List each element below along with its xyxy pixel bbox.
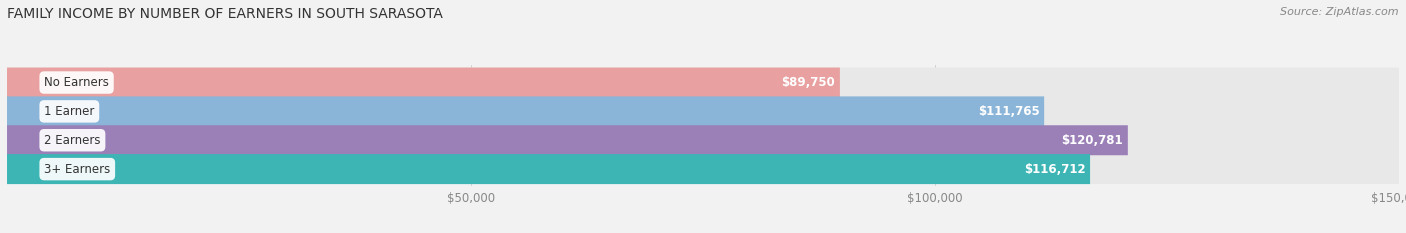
FancyBboxPatch shape xyxy=(7,154,1399,184)
Text: 2 Earners: 2 Earners xyxy=(44,134,101,147)
FancyBboxPatch shape xyxy=(7,125,1399,155)
Text: No Earners: No Earners xyxy=(44,76,110,89)
FancyBboxPatch shape xyxy=(7,68,1399,98)
FancyBboxPatch shape xyxy=(7,125,1128,155)
FancyBboxPatch shape xyxy=(7,154,1090,184)
Text: $89,750: $89,750 xyxy=(782,76,835,89)
Text: FAMILY INCOME BY NUMBER OF EARNERS IN SOUTH SARASOTA: FAMILY INCOME BY NUMBER OF EARNERS IN SO… xyxy=(7,7,443,21)
Text: $120,781: $120,781 xyxy=(1062,134,1123,147)
FancyBboxPatch shape xyxy=(7,68,839,98)
Text: 3+ Earners: 3+ Earners xyxy=(44,163,111,176)
FancyBboxPatch shape xyxy=(7,96,1045,126)
Text: 1 Earner: 1 Earner xyxy=(44,105,94,118)
FancyBboxPatch shape xyxy=(7,96,1399,126)
Text: Source: ZipAtlas.com: Source: ZipAtlas.com xyxy=(1281,7,1399,17)
Text: $111,765: $111,765 xyxy=(977,105,1039,118)
Text: $116,712: $116,712 xyxy=(1024,163,1085,176)
